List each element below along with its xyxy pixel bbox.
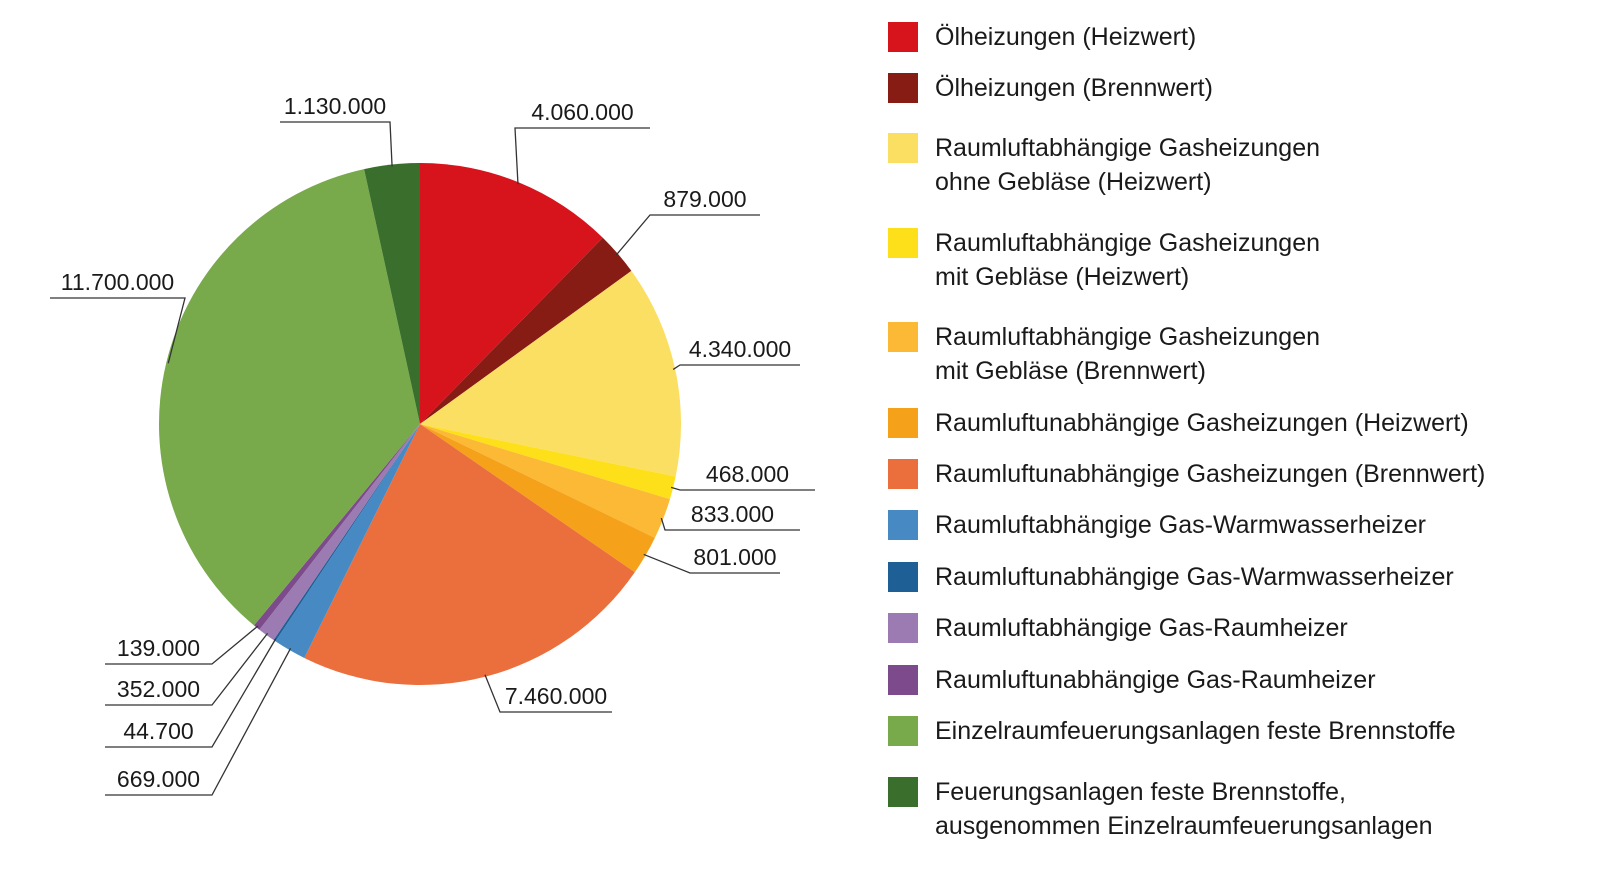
leader-line <box>514 127 650 185</box>
pie-slice <box>259 424 420 641</box>
legend-label: Einzelraumfeuerungsanlagen feste Brennst… <box>935 717 1456 745</box>
legend-item: Einzelraumfeuerungsanlagen feste Brennst… <box>888 716 1456 748</box>
pie-slice <box>420 270 681 477</box>
legend-label: Raumluftunabhängige Gasheizungen (Brennw… <box>935 460 1486 488</box>
pie-slice <box>364 163 420 424</box>
leader-line <box>615 214 760 256</box>
legend-swatch <box>888 665 918 695</box>
pie-slice <box>253 424 420 630</box>
legend-swatch <box>888 716 918 746</box>
legend-label: Raumluftunabhängige Gasheizungen (Heizwe… <box>935 409 1469 437</box>
legend-label: Raumluftabhängige Gas-Warmwasserheizer <box>935 511 1426 539</box>
data-label: 468.000 <box>706 461 789 487</box>
legend-label: Raumluftabhängige Gasheizungen mit Geblä… <box>935 323 1320 385</box>
leader-line <box>660 517 800 531</box>
legend-item: Feuerungsanlagen feste Brennstoffe, ausg… <box>888 777 1433 843</box>
leader-line <box>672 364 800 371</box>
legend-swatch <box>888 562 918 592</box>
legend-item: Raumluftabhängige Gas-Raumheizer <box>888 613 1348 645</box>
legend-swatch <box>888 228 918 258</box>
legend-swatch <box>888 613 918 643</box>
leader-line <box>105 625 259 665</box>
pie-slice <box>420 163 603 424</box>
pie-slice <box>304 424 635 685</box>
legend-item: Ölheizungen (Heizwert) <box>888 22 1196 54</box>
data-label: 44.700 <box>123 718 193 744</box>
legend-swatch <box>888 777 918 807</box>
legend-label: Ölheizungen (Heizwert) <box>935 23 1197 51</box>
leader-line <box>105 648 292 796</box>
data-label: 669.000 <box>117 766 200 792</box>
pie-slice <box>420 424 670 538</box>
pie-slice <box>420 424 676 500</box>
legend-label: Raumluftabhängige Gasheizungen ohne Gebl… <box>935 134 1320 196</box>
leader-line <box>280 121 393 167</box>
leader-line <box>484 674 612 713</box>
legend-label: Raumluftabhängige Gas-Raumheizer <box>935 614 1348 642</box>
data-label: 4.340.000 <box>689 336 791 362</box>
legend-swatch <box>888 22 918 52</box>
leader-line <box>670 486 815 491</box>
legend-item: Raumluftabhängige Gas-Warmwasserheizer <box>888 510 1426 542</box>
pie-slice <box>275 424 420 658</box>
legend-item: Raumluftunabhängige Gasheizungen (Brennw… <box>888 459 1485 491</box>
legend-item: Ölheizungen (Brennwert) <box>888 73 1213 105</box>
legend-label: Ölheizungen (Brennwert) <box>935 74 1213 102</box>
legend-item: Raumluftunabhängige Gas-Raumheizer <box>888 665 1376 697</box>
leader-line <box>50 297 186 364</box>
legend-item: Raumluftunabhängige Gasheizungen (Heizwe… <box>888 408 1469 440</box>
legend-item: Raumluftunabhängige Gas-Warmwasserheizer <box>888 562 1454 594</box>
legend-item: Raumluftabhängige Gasheizungen mit Geblä… <box>888 228 1320 294</box>
data-label: 801.000 <box>693 544 776 570</box>
data-label: 879.000 <box>663 186 746 212</box>
data-label: 1.130.000 <box>284 93 386 119</box>
data-label: 7.460.000 <box>505 683 607 709</box>
pie-slice <box>159 169 421 626</box>
leader-line <box>643 553 780 574</box>
data-label: 139.000 <box>117 635 200 661</box>
legend-label: Raumluftunabhängige Gas-Raumheizer <box>935 666 1376 694</box>
data-label: 11.700.000 <box>61 269 174 295</box>
chart: 4.060.000 879.000 4.340.000 468.000 833.000 8… <box>50 93 815 796</box>
legend-item: Raumluftabhängige Gasheizungen mit Geblä… <box>888 322 1320 388</box>
legend-swatch <box>888 408 918 438</box>
legend-label: Raumluftunabhängige Gas-Warmwasserheizer <box>935 563 1454 591</box>
legend-swatch <box>888 73 918 103</box>
pie-slice <box>273 424 420 642</box>
legend-swatch <box>888 133 918 163</box>
data-label: 833.000 <box>691 501 774 527</box>
legend-swatch <box>888 459 918 489</box>
legend-label: Feuerungsanlagen feste Brennstoffe, ausg… <box>935 778 1433 840</box>
legend-label: Raumluftabhängige Gasheizungen mit Geblä… <box>935 229 1320 291</box>
pie-slice <box>420 424 655 573</box>
pie-slice <box>420 237 632 424</box>
leader-line <box>105 638 277 748</box>
data-label: 352.000 <box>117 676 200 702</box>
legend-item: Raumluftabhängige Gasheizungen ohne Gebl… <box>888 133 1320 199</box>
leader-line <box>105 632 269 706</box>
legend-swatch <box>888 510 918 540</box>
data-label: 4.060.000 <box>531 99 633 125</box>
legend: Ölheizungen (Heizwert) Ölheizungen (Brenn… <box>888 0 1588 884</box>
legend-swatch <box>888 322 918 352</box>
